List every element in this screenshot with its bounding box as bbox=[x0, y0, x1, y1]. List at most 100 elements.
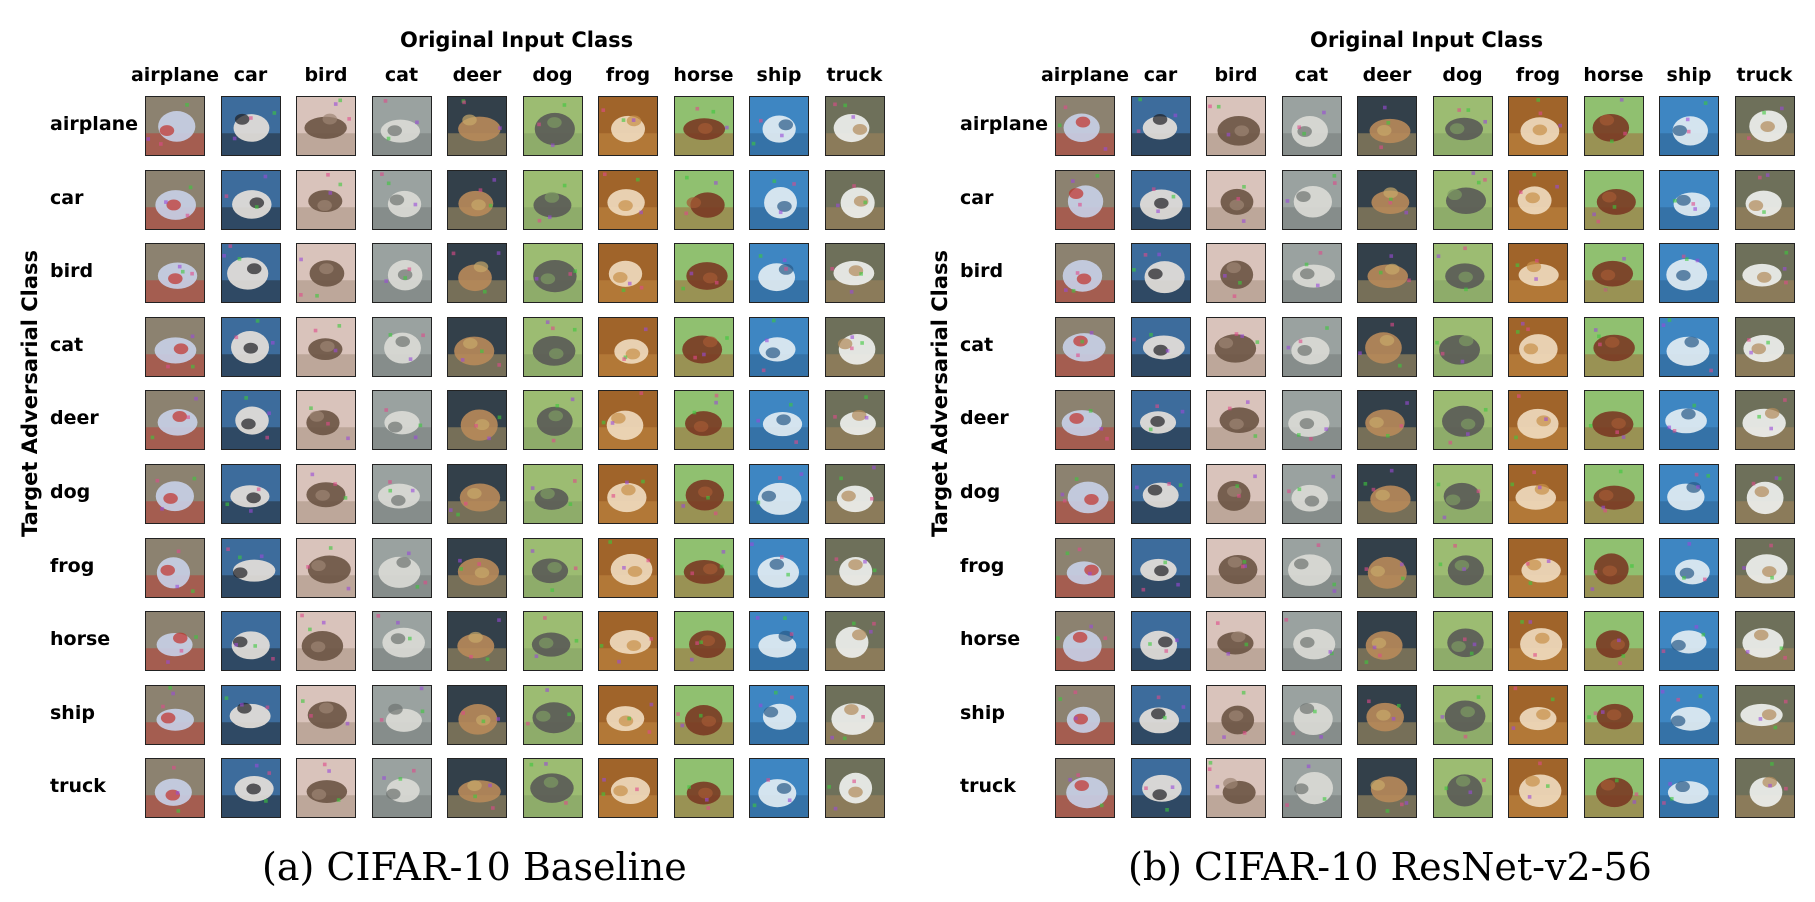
adversarial-image-truck-from-frog bbox=[598, 758, 658, 819]
adversarial-image-car-from-ship bbox=[1659, 169, 1719, 230]
adversarial-image-frog-from-deer bbox=[447, 537, 507, 598]
adversarial-image-deer-from-frog bbox=[1508, 390, 1568, 451]
adversarial-image-deer-from-truck bbox=[824, 390, 885, 451]
column-label-truck: truck bbox=[1736, 64, 1793, 86]
adversarial-image-deer-from-bird bbox=[1206, 390, 1266, 451]
adversarial-image-truck-from-dog bbox=[1432, 758, 1493, 819]
column-label-bird: bird bbox=[1214, 64, 1258, 86]
adversarial-image-ship-from-ship bbox=[749, 684, 809, 745]
adversarial-image-deer-from-cat bbox=[371, 390, 432, 451]
adversarial-image-car-from-horse bbox=[1583, 169, 1644, 230]
adversarial-image-car-from-bird bbox=[296, 169, 356, 230]
adversarial-image-horse-from-airplane bbox=[145, 611, 205, 672]
adversarial-image-bird-from-bird bbox=[296, 243, 356, 304]
adversarial-image-dog-from-cat bbox=[371, 464, 432, 524]
adversarial-image-car-from-frog bbox=[598, 169, 658, 230]
adversarial-image-bird-from-dog bbox=[1432, 243, 1493, 304]
adversarial-image-deer-from-car bbox=[220, 390, 281, 451]
adversarial-image-deer-from-ship bbox=[1659, 390, 1719, 451]
row-label-frog: frog bbox=[960, 554, 1005, 577]
adversarial-image-airplane-from-bird bbox=[1206, 96, 1266, 156]
panel-resnet: Original Input Class Target Adversarial … bbox=[910, 0, 1810, 902]
adversarial-image-airplane-from-ship bbox=[1659, 96, 1719, 156]
adversarial-image-bird-from-deer bbox=[1357, 243, 1417, 304]
adversarial-image-truck-from-airplane bbox=[145, 758, 205, 819]
adversarial-image-airplane-from-truck bbox=[824, 96, 885, 156]
adversarial-image-bird-from-car bbox=[220, 243, 281, 304]
adversarial-image-dog-from-horse bbox=[673, 464, 734, 524]
adversarial-image-bird-from-bird bbox=[1206, 243, 1266, 304]
adversarial-image-frog-from-truck bbox=[1734, 537, 1795, 598]
adversarial-image-deer-from-airplane bbox=[145, 390, 205, 451]
adversarial-image-cat-from-airplane bbox=[145, 316, 205, 377]
row-label-dog: dog bbox=[50, 481, 91, 503]
adversarial-image-bird-from-cat bbox=[371, 243, 432, 304]
adversarial-image-bird-from-ship bbox=[1659, 243, 1719, 304]
column-label-car: car bbox=[233, 64, 268, 86]
adversarial-image-dog-from-airplane bbox=[145, 464, 205, 524]
column-label-airplane: airplane bbox=[130, 64, 220, 86]
panel-baseline: Original Input Class Target Adversarial … bbox=[0, 0, 900, 902]
adversarial-image-cat-from-bird bbox=[1206, 316, 1266, 377]
adversarial-image-frog-from-deer bbox=[1357, 537, 1417, 598]
adversarial-image-ship-from-truck bbox=[1734, 684, 1795, 745]
adversarial-image-deer-from-airplane bbox=[1055, 390, 1115, 451]
adversarial-image-airplane-from-cat bbox=[371, 96, 432, 156]
adversarial-image-car-from-dog bbox=[522, 169, 583, 230]
adversarial-image-bird-from-horse bbox=[1583, 243, 1644, 304]
adversarial-image-dog-from-ship bbox=[1659, 464, 1719, 524]
adversarial-image-cat-from-dog bbox=[522, 316, 583, 377]
adversarial-image-truck-from-horse bbox=[673, 758, 734, 819]
adversarial-image-dog-from-deer bbox=[447, 464, 507, 524]
adversarial-image-deer-from-bird bbox=[296, 390, 356, 451]
adversarial-image-dog-from-airplane bbox=[1055, 464, 1115, 524]
adversarial-image-frog-from-bird bbox=[296, 537, 356, 598]
adversarial-image-bird-from-frog bbox=[1508, 243, 1568, 304]
adversarial-image-airplane-from-deer bbox=[1357, 96, 1417, 156]
adversarial-image-car-from-bird bbox=[1206, 169, 1266, 230]
adversarial-image-frog-from-ship bbox=[749, 537, 809, 598]
adversarial-image-horse-from-deer bbox=[447, 611, 507, 672]
adversarial-image-bird-from-airplane bbox=[1055, 243, 1115, 304]
column-label-ship: ship bbox=[756, 64, 802, 86]
adversarial-image-horse-from-dog bbox=[1432, 611, 1493, 672]
row-label-cat: cat bbox=[50, 333, 84, 356]
adversarial-image-deer-from-horse bbox=[1583, 390, 1644, 451]
adversarial-image-airplane-from-horse bbox=[673, 96, 734, 156]
row-label-bird: bird bbox=[960, 260, 1004, 283]
row-label-airplane: airplane bbox=[960, 113, 1049, 135]
adversarial-image-airplane-from-deer bbox=[447, 96, 507, 156]
adversarial-image-ship-from-horse bbox=[1583, 684, 1644, 745]
adversarial-image-ship-from-dog bbox=[522, 684, 583, 745]
adversarial-image-airplane-from-frog bbox=[1508, 96, 1568, 156]
panel-caption: (a) CIFAR-10 Baseline bbox=[262, 845, 687, 889]
adversarial-image-ship-from-dog bbox=[1432, 684, 1493, 745]
adversarial-image-cat-from-truck bbox=[1734, 316, 1795, 377]
column-axis-title: Original Input Class bbox=[400, 28, 634, 52]
adversarial-image-ship-from-airplane bbox=[1055, 684, 1115, 745]
adversarial-image-frog-from-frog bbox=[598, 537, 658, 598]
adversarial-image-truck-from-horse bbox=[1583, 758, 1644, 819]
adversarial-image-cat-from-horse bbox=[673, 316, 734, 377]
adversarial-image-deer-from-frog bbox=[598, 390, 658, 451]
column-label-airplane: airplane bbox=[1040, 64, 1130, 86]
adversarial-image-car-from-cat bbox=[1281, 169, 1342, 230]
adversarial-image-horse-from-horse bbox=[1583, 611, 1644, 672]
adversarial-image-dog-from-car bbox=[220, 464, 281, 524]
adversarial-image-ship-from-ship bbox=[1659, 684, 1719, 745]
adversarial-image-deer-from-deer bbox=[447, 390, 507, 451]
adversarial-image-airplane-from-cat bbox=[1281, 96, 1342, 156]
adversarial-image-cat-from-bird bbox=[296, 316, 356, 377]
adversarial-image-truck-from-airplane bbox=[1055, 758, 1115, 819]
adversarial-image-ship-from-deer bbox=[1357, 684, 1417, 745]
adversarial-image-horse-from-bird bbox=[1206, 611, 1266, 672]
adversarial-image-bird-from-ship bbox=[749, 243, 809, 304]
adversarial-image-horse-from-frog bbox=[598, 611, 658, 672]
adversarial-image-ship-from-truck bbox=[824, 684, 885, 745]
row-label-frog: frog bbox=[50, 554, 95, 577]
row-label-truck: truck bbox=[50, 775, 106, 798]
adversarial-image-bird-from-airplane bbox=[145, 243, 205, 304]
adversarial-image-dog-from-car bbox=[1130, 464, 1191, 524]
adversarial-image-horse-from-bird bbox=[296, 611, 356, 672]
adversarial-image-frog-from-airplane bbox=[145, 537, 205, 598]
